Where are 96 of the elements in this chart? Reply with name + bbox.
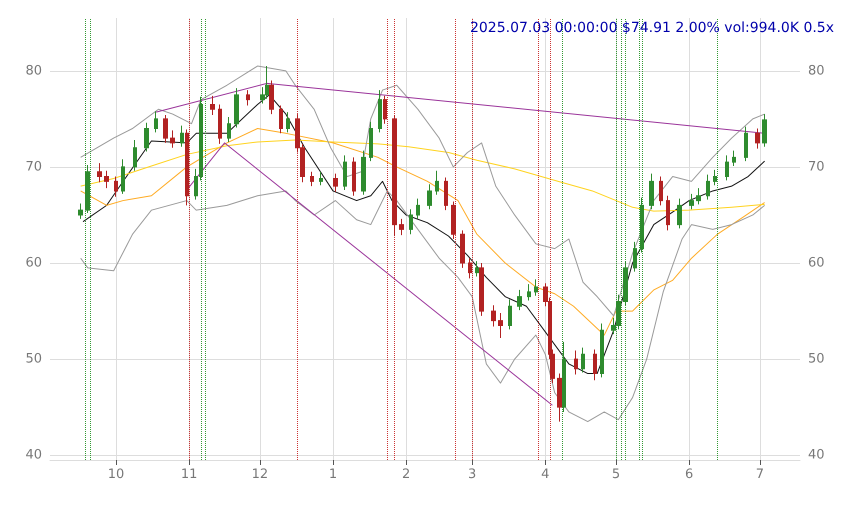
x-tick-label: 7	[756, 467, 764, 482]
candlestick	[435, 170, 439, 196]
candlestick	[409, 208, 413, 235]
y-tick-label: 60	[25, 256, 42, 271]
x-tick-label: 10	[108, 467, 124, 482]
candlestick	[154, 110, 158, 133]
candlestick	[666, 195, 670, 231]
candlestick	[659, 176, 663, 206]
candlestick	[633, 241, 637, 272]
candlestick	[479, 262, 484, 316]
candlestick	[475, 260, 479, 277]
y2-tick-label: 50	[808, 352, 825, 367]
candlestick	[427, 184, 432, 210]
candlestick	[286, 112, 290, 133]
candlestick	[144, 122, 149, 152]
candlestick	[468, 258, 472, 279]
candlestick	[369, 121, 373, 162]
candlestick	[517, 289, 522, 311]
candlestick	[623, 260, 628, 306]
candlestick	[352, 156, 356, 196]
candlestick	[170, 130, 175, 148]
x-tick-label: 11	[180, 467, 198, 482]
x-tick-label: 1	[328, 467, 338, 482]
candlestick	[180, 125, 184, 148]
candlestick	[593, 349, 597, 381]
candlestick	[319, 171, 323, 186]
x-tick-label: 4	[541, 467, 550, 482]
candlestick	[451, 201, 456, 240]
candlestick	[696, 188, 701, 205]
candlestick	[218, 104, 222, 144]
candlestick	[114, 176, 118, 198]
candlestick	[343, 154, 347, 190]
y2-tick-label: 70	[808, 159, 825, 174]
candlestick	[713, 169, 717, 186]
candlestick	[227, 116, 231, 142]
candlestick	[498, 312, 503, 338]
candlestick	[416, 198, 420, 220]
candlestick	[574, 350, 578, 375]
candlestick	[689, 193, 694, 210]
candlestick	[246, 90, 250, 106]
candlestick	[378, 90, 382, 133]
candlestick	[444, 177, 448, 211]
candlestick	[310, 171, 314, 187]
x-tick-label: 6	[685, 467, 694, 482]
y-tick-label: 80	[25, 63, 42, 78]
candlestick	[527, 284, 531, 301]
y2-tick-label: 60	[808, 256, 825, 271]
candlestick	[640, 197, 644, 253]
y2-tick-label: 40	[808, 448, 825, 463]
candlestick	[333, 173, 338, 192]
candlestick	[562, 341, 566, 412]
candlestick	[491, 304, 496, 327]
y2-tick-label: 80	[808, 63, 825, 78]
y-tick-label: 40	[25, 448, 42, 463]
candlestick	[97, 162, 102, 183]
line-series	[80, 66, 766, 316]
candlestick	[399, 218, 404, 236]
candlestick	[649, 173, 654, 210]
candlestick	[185, 128, 189, 206]
candlestick	[557, 373, 562, 422]
y-tick-label: 50	[25, 352, 42, 367]
candlestick	[508, 299, 512, 330]
line-series	[82, 94, 766, 374]
candlestick	[732, 150, 736, 166]
candlestick	[744, 126, 748, 162]
candlestick	[725, 154, 729, 181]
candlestick	[706, 174, 710, 200]
candlestick	[755, 128, 760, 150]
candlestick	[460, 230, 465, 268]
candlestick	[133, 140, 137, 172]
x-tick-label: 2	[402, 467, 410, 482]
x-tick-label: 5	[612, 467, 620, 482]
candlestick	[677, 198, 682, 229]
candlestick	[534, 278, 538, 296]
candlestick	[269, 80, 274, 115]
x-tick-label: 3	[468, 467, 476, 482]
candlestick	[78, 202, 83, 220]
candlestick	[234, 88, 239, 128]
candlestick	[121, 158, 125, 194]
candlestick	[383, 95, 387, 124]
candlestick	[85, 164, 90, 214]
candlestick	[361, 150, 366, 196]
x-tick-label: 12	[252, 467, 268, 482]
candlestick	[163, 114, 168, 144]
candlestick	[600, 323, 604, 378]
candlestick	[581, 347, 585, 374]
line-series	[80, 140, 766, 212]
line-series	[80, 190, 766, 422]
y-tick-label: 70	[25, 159, 42, 174]
line-series	[80, 128, 766, 336]
candlestick	[210, 95, 215, 116]
chart-title: 2025.07.03 00:00:00 $74.91 2.00% vol:994.0K 0.5x	[470, 20, 834, 36]
candlestick	[392, 114, 397, 237]
candlestick	[279, 104, 283, 134]
candlestick	[762, 114, 767, 148]
candlestick	[104, 170, 109, 189]
